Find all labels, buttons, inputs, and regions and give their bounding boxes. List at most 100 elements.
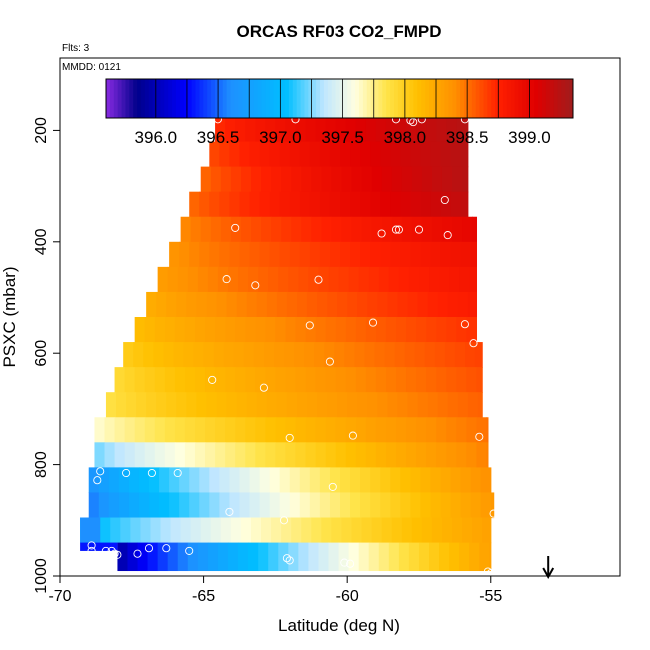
colorbar-swatch xyxy=(141,79,146,118)
colorbar-swatch xyxy=(253,79,259,118)
heatmap-cell xyxy=(466,116,469,143)
heatmap-cell xyxy=(407,392,419,418)
observation-point xyxy=(185,546,194,555)
heatmap-cell xyxy=(396,417,407,443)
heatmap-cell xyxy=(265,367,276,393)
heatmap-cell xyxy=(245,116,256,143)
heatmap-cell xyxy=(295,367,307,393)
heatmap-cell xyxy=(460,492,472,519)
heatmap-cell xyxy=(319,467,331,494)
colorbar-swatch xyxy=(413,79,418,118)
heatmap-cell xyxy=(285,417,297,443)
heatmap-cell xyxy=(265,417,276,443)
heatmap-cell xyxy=(328,266,340,293)
colorbar-swatch xyxy=(378,79,383,118)
heatmap-cell xyxy=(261,517,272,544)
colorbar-swatch xyxy=(246,79,251,118)
heatmap-cell xyxy=(439,266,450,293)
observation-point xyxy=(443,231,452,240)
heatmap-cell xyxy=(200,166,212,193)
heatmap-cell xyxy=(450,241,462,268)
heatmap-cell xyxy=(114,442,126,468)
heatmap-cell xyxy=(477,392,483,418)
heatmap-cell xyxy=(380,467,391,494)
heatmap-cell xyxy=(354,342,366,368)
heatmap-cell xyxy=(456,317,467,343)
heatmap-cell xyxy=(472,517,483,544)
colorbar-swatch xyxy=(537,79,543,118)
heatmap-cell xyxy=(460,191,469,218)
heatmap-cell xyxy=(235,442,246,468)
heatmap-cell xyxy=(309,191,321,218)
heatmap-cell xyxy=(249,492,261,519)
heatmap-cell xyxy=(179,241,190,268)
colorbar-tick-label: 397.5 xyxy=(321,128,364,147)
colorbar-swatch xyxy=(343,79,348,118)
heatmap-cell xyxy=(385,116,397,143)
arrow-head xyxy=(542,567,555,580)
heatmap-cell xyxy=(220,216,232,243)
colorbar-swatch xyxy=(432,79,438,118)
colorbar-swatch xyxy=(448,79,453,118)
heatmap-cell xyxy=(100,517,111,544)
heatmap-cell xyxy=(459,542,470,572)
heatmap-cell xyxy=(329,241,341,268)
heatmap-cell xyxy=(289,492,301,519)
observation-point xyxy=(122,468,131,478)
heatmap-cell xyxy=(319,141,331,168)
heatmap-cell xyxy=(375,417,387,443)
heatmap-cell xyxy=(154,317,166,343)
heatmap-cell xyxy=(340,141,351,168)
heatmap-cell xyxy=(271,517,282,544)
heatmap-cell xyxy=(285,317,297,343)
heatmap-cell xyxy=(203,342,215,368)
heatmap-cell xyxy=(408,266,420,293)
heatmap-cell xyxy=(384,342,396,368)
heatmap-cell xyxy=(440,467,452,494)
x-axis-label: Latitude (deg N) xyxy=(278,616,400,635)
colorbar-frame xyxy=(105,78,574,119)
heatmap-cell xyxy=(418,542,430,572)
heatmap-cell xyxy=(350,492,361,519)
heatmap-cell xyxy=(370,241,381,268)
heatmap-cell xyxy=(396,317,407,343)
heatmap-cell xyxy=(341,216,353,243)
heatmap-cell xyxy=(286,392,298,418)
colorbar-swatch xyxy=(358,79,364,118)
heatmap-cell xyxy=(350,191,361,218)
observation-point xyxy=(282,554,291,563)
heatmap-cell xyxy=(430,141,442,168)
heatmap-cell xyxy=(248,542,259,572)
heatmap-cell xyxy=(246,291,258,318)
heatmap-cell xyxy=(301,166,312,193)
colorbar-swatch xyxy=(129,79,134,118)
colorbar-swatch xyxy=(292,79,298,118)
colorbar-tick-label: 397.0 xyxy=(259,128,302,147)
heatmap-cell xyxy=(406,442,417,468)
colorbar-swatch xyxy=(183,79,189,118)
heatmap-cell xyxy=(416,442,427,468)
heatmap-cell xyxy=(426,116,437,143)
heatmap-cell xyxy=(446,367,457,393)
colorbar-swatch xyxy=(285,79,290,118)
heatmap-cell xyxy=(205,367,216,393)
observation-point xyxy=(251,281,260,290)
heatmap-cell xyxy=(446,317,457,343)
colorbar-swatch xyxy=(565,79,570,118)
heatmap-cell xyxy=(367,392,378,418)
colorbar-swatch xyxy=(464,79,469,118)
heatmap-cell xyxy=(235,367,246,393)
observation-point xyxy=(144,544,154,553)
colorbar-swatch xyxy=(487,79,492,118)
observation-point xyxy=(285,433,294,442)
heatmap-cell xyxy=(375,442,387,468)
observation-point xyxy=(101,546,110,555)
heatmap-cell xyxy=(370,467,381,494)
colorbar-swatch xyxy=(452,79,457,118)
heatmap-cell xyxy=(180,216,192,243)
colorbar-swatch xyxy=(409,79,414,118)
heatmap-cell xyxy=(467,291,478,318)
heatmap-cell xyxy=(210,216,222,243)
heatmap-cell xyxy=(189,191,200,218)
heatmap-cell xyxy=(456,367,467,393)
